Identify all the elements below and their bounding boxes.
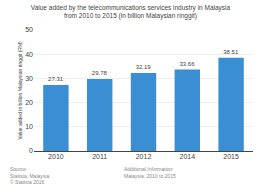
svg-text:38.51: 38.51: [223, 49, 239, 55]
svg-text:27.31: 27.31: [48, 76, 64, 82]
svg-text:Value added in billion Malaysi: Value added in billion Malaysian ringgit…: [17, 41, 23, 140]
svg-text:10: 10: [25, 123, 33, 130]
svg-text:33.66: 33.66: [179, 61, 195, 67]
svg-text:30: 30: [25, 75, 33, 82]
svg-text:Source:Statista, Malaysia© Sta: Source:Statista, Malaysia© Statista 2016: [10, 166, 49, 185]
svg-text:2010: 2010: [48, 153, 64, 160]
svg-text:20: 20: [25, 99, 33, 106]
svg-text:Value added by the telecommuni: Value added by the telecommunications se…: [31, 4, 231, 20]
svg-text:2015: 2015: [223, 153, 239, 160]
svg-text:32.19: 32.19: [136, 64, 152, 70]
svg-text:2012: 2012: [136, 153, 152, 160]
svg-text:50: 50: [25, 26, 33, 33]
svg-text:Additional Information:Malaysi: Additional Information:Malaysia, 2010 to…: [124, 166, 176, 179]
svg-text:2014: 2014: [180, 153, 196, 160]
svg-text:2011: 2011: [92, 153, 107, 160]
svg-text:0: 0: [29, 147, 33, 154]
svg-text:40: 40: [25, 51, 33, 58]
svg-text:29.78: 29.78: [92, 70, 108, 76]
